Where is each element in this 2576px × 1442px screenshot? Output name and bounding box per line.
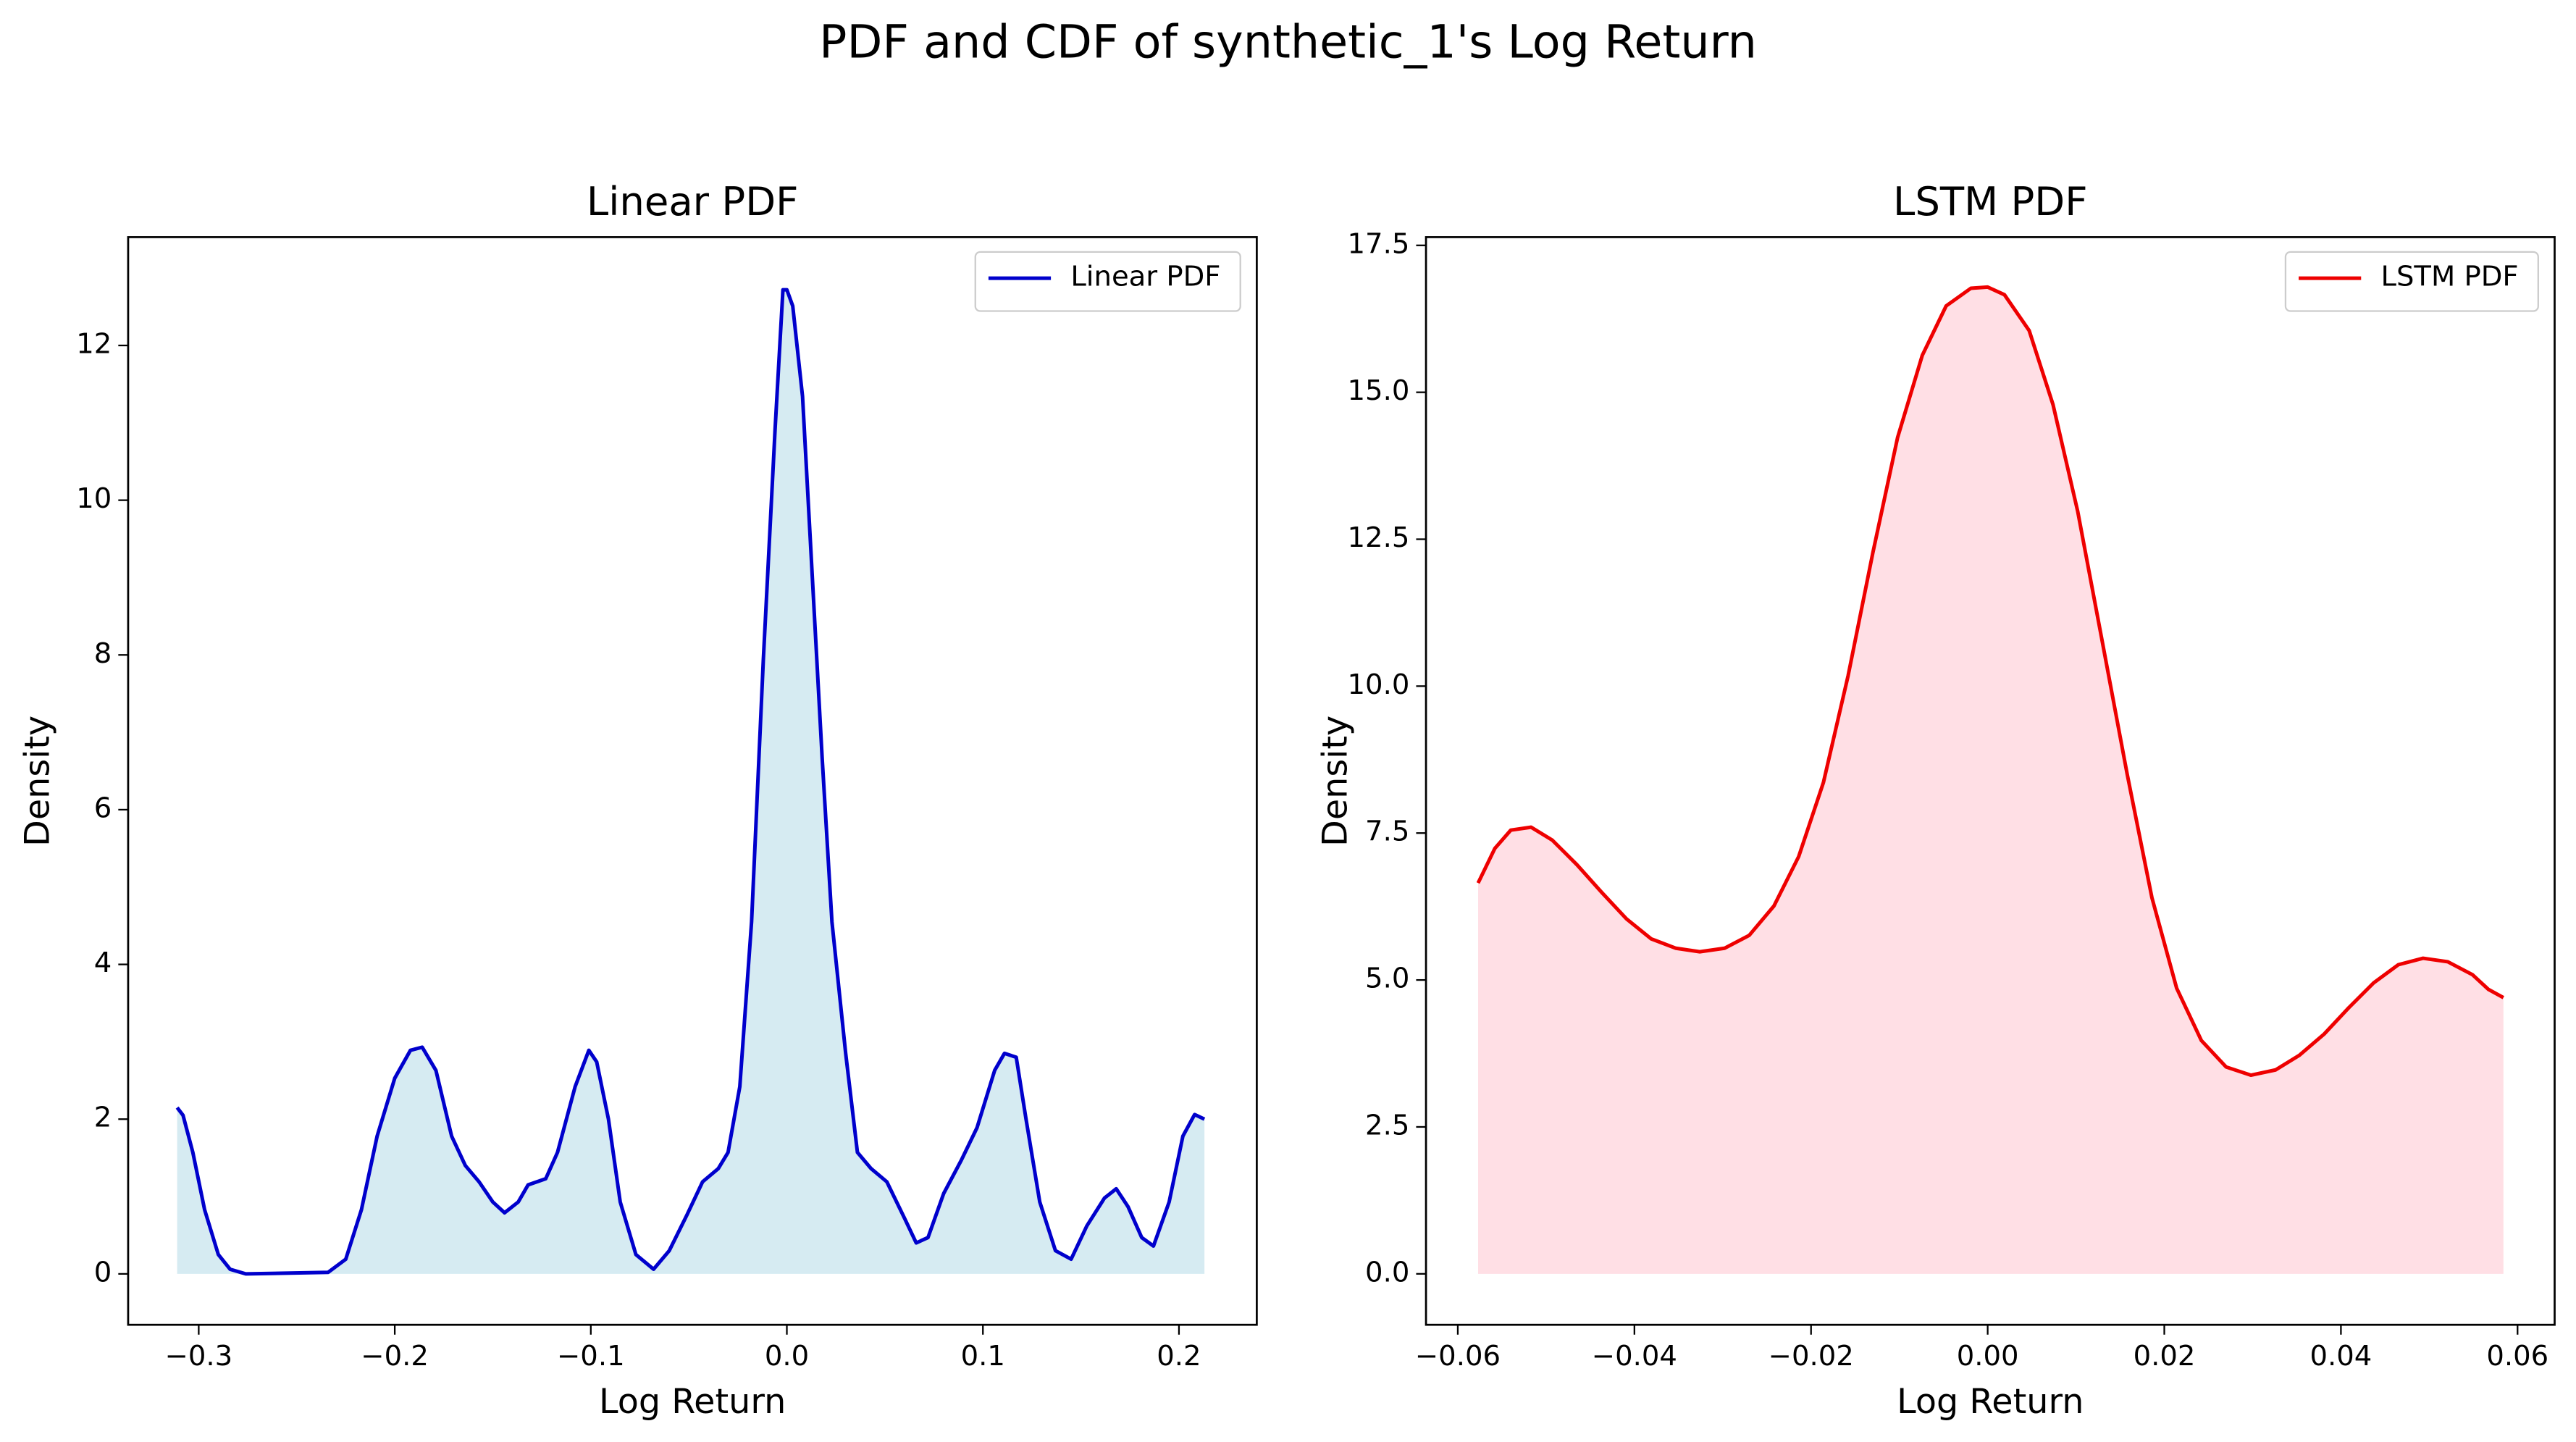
y-axis-label: Density — [17, 716, 57, 847]
legend-box — [2284, 251, 2539, 312]
y-tick-label: 8 — [94, 637, 112, 670]
y-axis-label: Density — [1316, 716, 1356, 847]
area — [177, 290, 1205, 1274]
legend-text: LSTM PDF — [2380, 261, 2518, 293]
subplot-title: LSTM PDF — [1893, 178, 2087, 225]
y-tick-label: 2 — [94, 1102, 112, 1134]
y-tick-label: 10 — [76, 482, 112, 515]
x-tick-label: −0.1 — [557, 1340, 625, 1372]
legend-text: Linear PDF — [1070, 261, 1220, 293]
y-tick-label: 2.5 — [1365, 1109, 1409, 1141]
x-tick-label: −0.04 — [1592, 1340, 1677, 1372]
x-tick-label: 0.2 — [1157, 1340, 1201, 1372]
area — [1478, 287, 2504, 1274]
x-tick-label: 0.1 — [961, 1340, 1005, 1372]
legend-box — [974, 251, 1241, 312]
x-tick-label: 0.04 — [2309, 1340, 2372, 1372]
line — [175, 288, 1206, 1276]
y-tick-label: 17.5 — [1348, 227, 1410, 260]
x-tick-label: −0.2 — [361, 1340, 429, 1372]
subplot-title: Linear PDF — [587, 178, 799, 225]
legend: Linear PDF — [974, 251, 1241, 312]
x-tick-label: −0.02 — [1769, 1340, 1854, 1372]
y-tick-label: 0.0 — [1365, 1256, 1409, 1288]
y-tick-label: 0 — [94, 1256, 112, 1288]
y-tick-label: 7.5 — [1365, 816, 1409, 848]
x-tick-label: −0.06 — [1415, 1340, 1501, 1372]
x-tick-label: 0.02 — [2134, 1340, 2196, 1372]
y-tick-label: 4 — [94, 947, 112, 979]
axes-frame — [127, 236, 1258, 1326]
line — [1476, 285, 2504, 1078]
y-tick-label: 5.0 — [1365, 963, 1409, 995]
axes-frame — [1425, 236, 2556, 1326]
y-tick-label: 10.0 — [1348, 668, 1410, 701]
x-axis-label: Log Return — [1897, 1382, 2084, 1422]
x-tick-label: −0.3 — [165, 1340, 233, 1372]
x-tick-label: 0.00 — [1957, 1340, 2019, 1372]
x-tick-label: 0.0 — [765, 1340, 809, 1372]
y-tick-label: 6 — [94, 792, 112, 824]
x-tick-label: 0.06 — [2486, 1340, 2548, 1372]
y-tick-label: 15.0 — [1348, 374, 1410, 407]
figure-title: PDF and CDF of synthetic_1's Log Return — [819, 15, 1757, 69]
y-tick-label: 12 — [76, 327, 112, 360]
x-axis-label: Log Return — [599, 1382, 786, 1422]
y-tick-label: 12.5 — [1348, 521, 1410, 554]
legend: LSTM PDF — [2284, 251, 2539, 312]
